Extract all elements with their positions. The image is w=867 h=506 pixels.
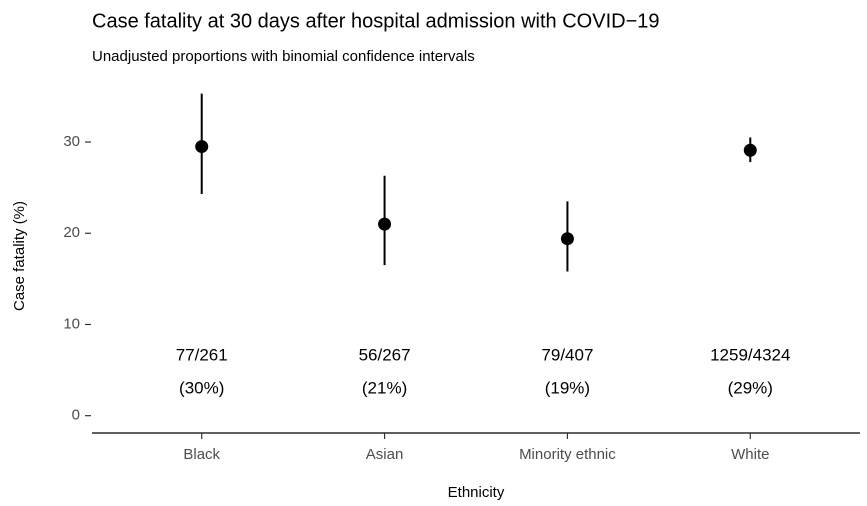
value-label: (30%) bbox=[179, 378, 224, 397]
y-tick-label: 10 bbox=[63, 315, 80, 332]
chart-title: Case fatality at 30 days after hospital … bbox=[92, 10, 660, 32]
x-tick-label: Asian bbox=[366, 446, 404, 463]
y-tick-label: 30 bbox=[63, 133, 80, 150]
count-label: 1259/4324 bbox=[710, 345, 790, 364]
x-tick-label: White bbox=[731, 446, 769, 463]
point bbox=[195, 140, 209, 154]
y-tick-label: 20 bbox=[63, 224, 80, 241]
count-label: 56/267 bbox=[359, 345, 411, 364]
point bbox=[560, 232, 574, 246]
value-label: (19%) bbox=[545, 378, 590, 397]
point bbox=[378, 217, 392, 231]
point bbox=[743, 143, 757, 157]
x-axis-title: Ethnicity bbox=[448, 484, 505, 501]
count-label: 77/261 bbox=[176, 345, 228, 364]
y-axis-title: Case fatality (%) bbox=[11, 201, 28, 311]
x-tick-label: Black bbox=[183, 446, 220, 463]
value-label: (29%) bbox=[728, 378, 773, 397]
y-tick-label: 0 bbox=[72, 407, 80, 424]
value-label: (21%) bbox=[362, 378, 407, 397]
count-label: 79/407 bbox=[541, 345, 593, 364]
chart-subtitle: Unadjusted proportions with binomial con… bbox=[92, 48, 475, 65]
x-tick-label: Minority ethnic bbox=[519, 446, 616, 463]
